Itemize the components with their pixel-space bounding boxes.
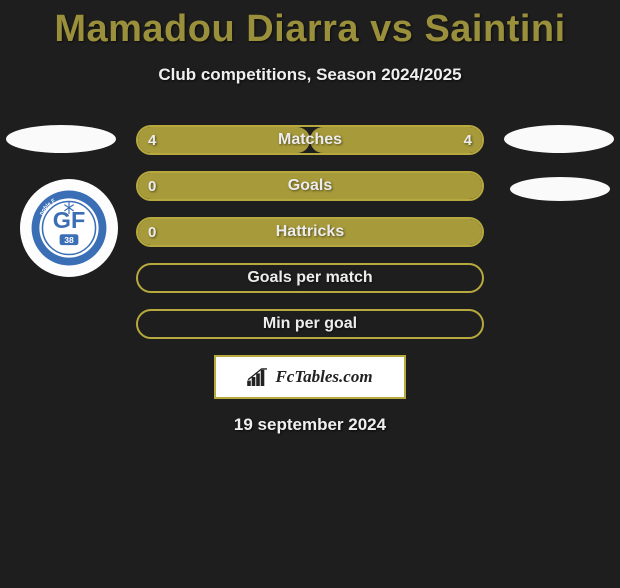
date-text: 19 september 2024 [0, 415, 620, 435]
stat-bar-min-per-goal: Min per goal [136, 309, 484, 339]
stat-label: Min per goal [263, 315, 357, 333]
badge-number: 38 [64, 235, 74, 245]
player-left-avatar-placeholder [6, 125, 116, 153]
stat-value-left: 0 [148, 178, 156, 195]
stat-bar-matches: 4 Matches 4 [136, 125, 484, 155]
attribution-text: FcTables.com [275, 367, 372, 387]
stat-value-right: 4 [464, 132, 472, 149]
stat-bar-goals-per-match: Goals per match [136, 263, 484, 293]
stat-label: Goals [288, 177, 332, 195]
stat-bar-hattricks: 0 Hattricks [136, 217, 484, 247]
stat-bars: 4 Matches 4 0 Goals 0 Hattricks Goals pe… [136, 125, 484, 339]
club-badge-icon: GF 38 noble F [30, 189, 108, 267]
attribution-box: FcTables.com [214, 355, 406, 399]
comparison-panel: GF 38 noble F 4 Matches 4 [0, 125, 620, 435]
stat-label: Hattricks [276, 223, 344, 241]
stat-label: Matches [278, 131, 342, 149]
stat-bar-goals: 0 Goals [136, 171, 484, 201]
player-right-avatar-placeholder-2 [510, 177, 610, 201]
club-badge-left: GF 38 noble F [20, 179, 118, 277]
page-subtitle: Club competitions, Season 2024/2025 [0, 65, 620, 85]
player-right-avatar-placeholder [504, 125, 614, 153]
stat-label: Goals per match [247, 269, 372, 287]
stat-value-left: 0 [148, 224, 156, 241]
fctables-logo-icon [247, 368, 269, 386]
page-title: Mamadou Diarra vs Saintini [0, 8, 620, 51]
stat-value-left: 4 [148, 132, 156, 149]
